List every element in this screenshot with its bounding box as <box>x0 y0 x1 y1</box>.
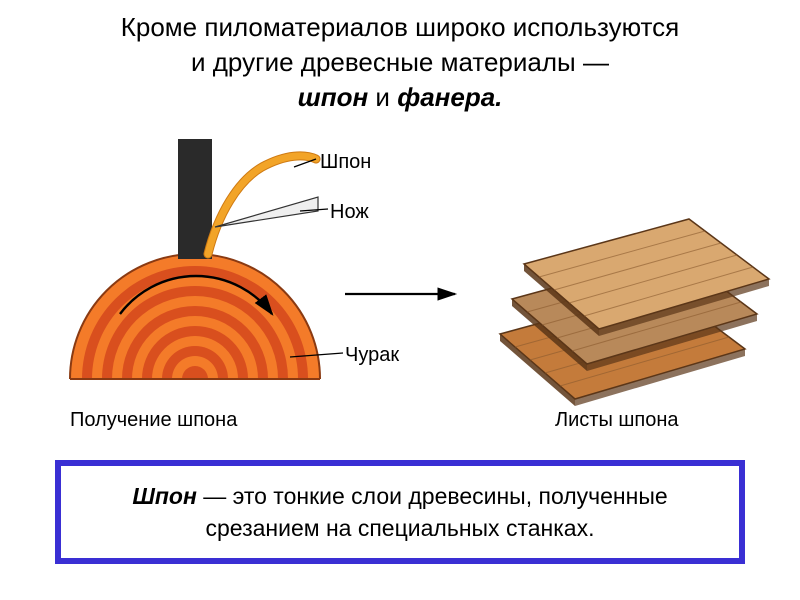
caption-right: Листы шпона <box>555 409 679 432</box>
title-block: Кроме пиломатериалов широко используются… <box>0 0 800 119</box>
definition-box: Шпон — это тонкие слои древесины, получе… <box>55 460 745 564</box>
definition-text: — это тонкие слои древесины, полученные … <box>197 483 668 541</box>
title-emph-fanera: фанера. <box>397 82 502 112</box>
diagram-svg <box>0 119 800 439</box>
title-line2: и другие древесные материалы — <box>191 47 609 77</box>
caption-left: Получение шпона <box>70 409 237 432</box>
label-churak: Чурак <box>345 344 399 367</box>
label-knife: Нож <box>330 201 369 224</box>
label-shpon: Шпон <box>320 151 371 174</box>
title-joiner: и <box>375 82 390 112</box>
title-emph-shpon: шпон <box>298 82 369 112</box>
title-line1: Кроме пиломатериалов широко используются <box>121 12 680 42</box>
definition-term: Шпон <box>132 483 197 509</box>
diagram-area: Шпон Нож Чурак Получение шпона Листы шпо… <box>0 119 800 439</box>
